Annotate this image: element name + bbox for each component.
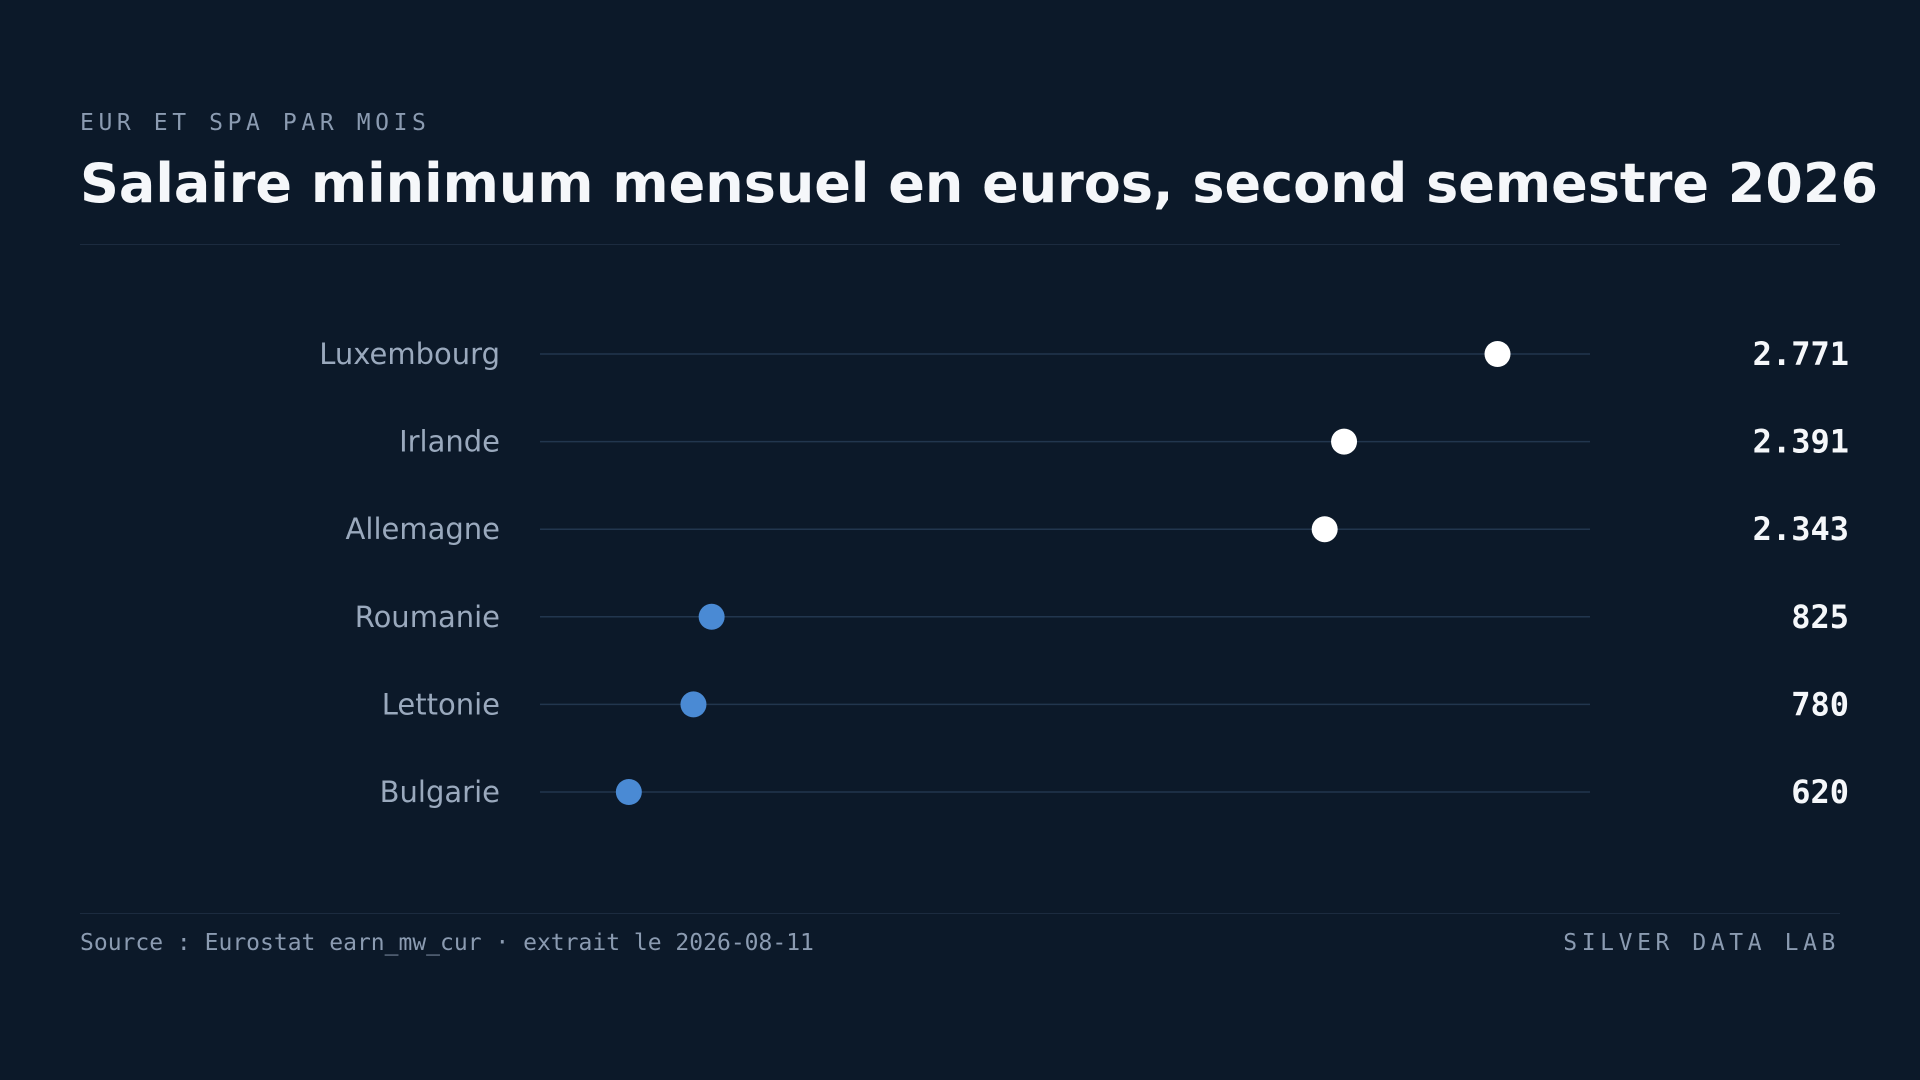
data-point xyxy=(680,691,707,718)
data-point xyxy=(698,603,725,630)
category-label: Allemagne xyxy=(346,512,500,546)
category-label: Bulgarie xyxy=(380,775,500,809)
row-irlande: Irlande 2.391 xyxy=(399,423,1849,461)
value-label: 825 xyxy=(1791,598,1849,636)
category-label: Luxembourg xyxy=(319,337,500,371)
value-label: 620 xyxy=(1791,773,1849,811)
data-point xyxy=(1311,516,1338,543)
data-point xyxy=(1331,428,1358,455)
chart-kicker: EUR ET SPA PAR MOIS xyxy=(80,110,431,136)
category-label: Lettonie xyxy=(382,687,500,721)
value-label: 780 xyxy=(1791,685,1849,723)
footer-divider xyxy=(80,913,1840,914)
value-label: 2.343 xyxy=(1753,510,1849,548)
row-bulgarie: Bulgarie 620 xyxy=(380,773,1849,811)
value-label: 2.391 xyxy=(1753,423,1849,461)
row-roumanie: Roumanie 825 xyxy=(355,598,1849,636)
category-label: Irlande xyxy=(399,425,500,459)
row-allemagne: Allemagne 2.343 xyxy=(346,510,1849,548)
data-point xyxy=(615,779,642,805)
row-lettonie: Lettonie 780 xyxy=(382,685,1849,723)
category-label: Roumanie xyxy=(355,600,500,634)
brand-label: SILVER DATA LAB xyxy=(1563,930,1840,956)
header-divider xyxy=(80,244,1840,245)
data-point xyxy=(1484,341,1511,367)
source-note: Source : Eurostat earn_mw_cur · extrait … xyxy=(80,930,814,956)
row-luxembourg: Luxembourg 2.771 xyxy=(319,335,1849,373)
value-label: 2.771 xyxy=(1753,335,1849,373)
chart-title: Salaire minimum mensuel en euros, second… xyxy=(80,152,1879,215)
